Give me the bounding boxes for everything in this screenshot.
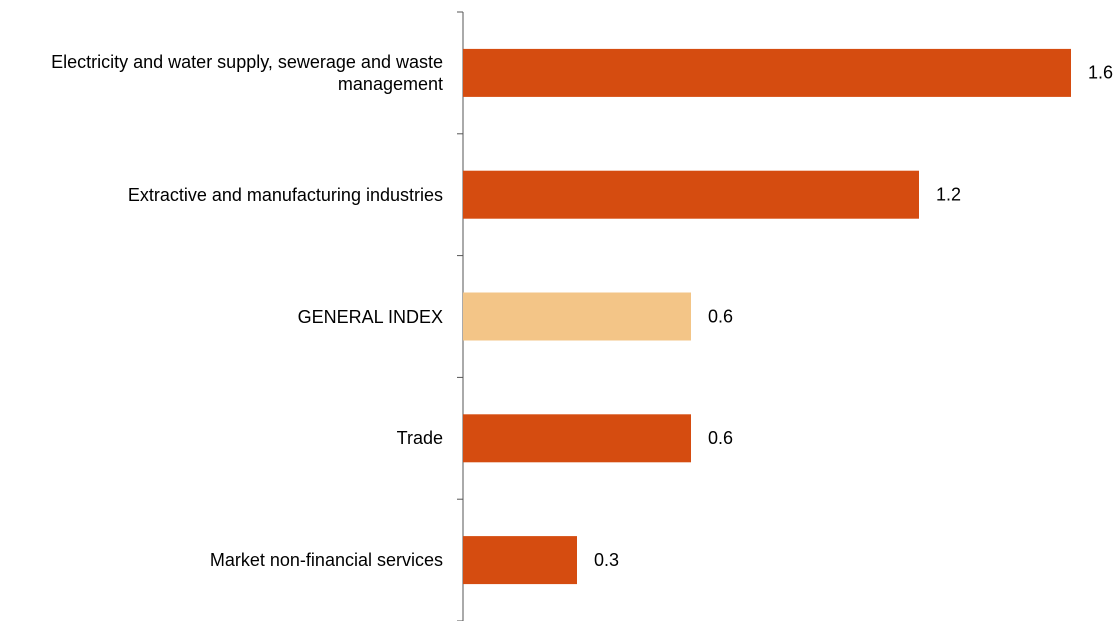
category-label: GENERAL INDEX bbox=[297, 306, 443, 327]
category-label: Trade bbox=[396, 428, 443, 449]
bar bbox=[463, 48, 1071, 97]
bar bbox=[463, 292, 691, 341]
bar bbox=[463, 170, 919, 219]
category-label: Electricity and water supply, sewerage a… bbox=[51, 51, 443, 94]
value-label: 0.6 bbox=[708, 428, 733, 448]
value-label: 1.2 bbox=[936, 184, 961, 204]
value-label: 0.3 bbox=[594, 550, 619, 570]
value-label: 1.6 bbox=[1088, 63, 1113, 83]
category-label: Extractive and manufacturing industries bbox=[127, 184, 443, 205]
value-label: 0.6 bbox=[708, 306, 733, 326]
category-label: Market non-financial services bbox=[209, 550, 443, 571]
bar bbox=[463, 536, 577, 585]
bar bbox=[463, 414, 691, 463]
